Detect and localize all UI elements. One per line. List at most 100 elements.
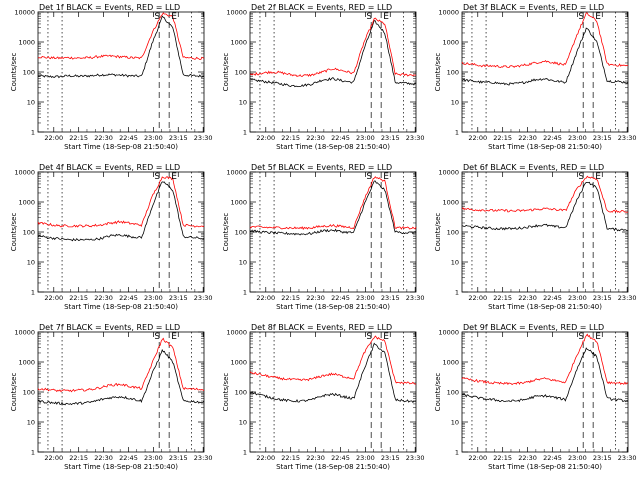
x-tick-label: 22:30	[94, 454, 113, 462]
x-tick-label: 22:30	[518, 134, 537, 142]
x-tick-label: 22:00	[44, 294, 63, 302]
x-tick-label: 22:45	[543, 134, 562, 142]
x-tick-label: 23:00	[568, 134, 587, 142]
series-line-events	[249, 342, 417, 404]
end-marker-label: E	[171, 172, 177, 182]
series-line-events	[37, 181, 205, 242]
y-tick-label: 1	[31, 449, 35, 457]
end-marker-label: E	[171, 12, 177, 22]
series-line-events	[37, 348, 205, 406]
x-tick-label: 22:00	[256, 134, 275, 142]
y-tick-label: 10	[451, 419, 459, 427]
x-tick-label: 22:15	[281, 454, 300, 462]
x-axis-label: Start Time (18-Sep-08 21:50:40)	[276, 303, 390, 311]
y-tick-label: 100	[447, 69, 459, 77]
y-tick-label: 10	[27, 419, 35, 427]
x-tick-label: 22:15	[493, 294, 512, 302]
y-tick-label: 1	[31, 289, 35, 297]
y-tick-label: 1000	[18, 359, 35, 367]
x-axis-label: Start Time (18-Sep-08 21:50:40)	[488, 303, 602, 311]
end-marker-label: E	[595, 332, 601, 342]
x-tick-label: 23:30	[406, 454, 425, 462]
x-tick-label: 23:00	[144, 294, 163, 302]
x-tick-label: 22:15	[69, 294, 88, 302]
x-tick-label: 23:15	[593, 294, 612, 302]
y-tick-label: 10000	[226, 169, 247, 177]
chart-panel-9: 1 10 100 1000 10000 22:00 22:15 22:30 22:45 23:00…	[434, 323, 637, 471]
x-tick-label: 22:15	[281, 294, 300, 302]
chart-title: Det 1f BLACK = Events, RED = LLD	[39, 3, 180, 12]
start-marker-label: S	[154, 172, 160, 182]
y-tick-label: 1000	[442, 359, 459, 367]
plot-frame	[461, 11, 629, 133]
x-tick-label: 23:00	[356, 294, 375, 302]
y-tick-label: 10	[27, 259, 35, 267]
x-tick-label: 22:45	[543, 294, 562, 302]
x-tick-label: 23:15	[169, 454, 188, 462]
chart-title: Det 2f BLACK = Events, RED = LLD	[251, 3, 392, 12]
plot-frame	[37, 331, 205, 453]
x-tick-label: 22:00	[44, 454, 63, 462]
y-axis-label: Counts/sec	[222, 53, 230, 92]
chart-title: Det 9f BLACK = Events, RED = LLD	[463, 323, 604, 332]
x-tick-label: 23:00	[144, 454, 163, 462]
x-tick-label: 23:30	[194, 294, 213, 302]
x-tick-label: 23:30	[618, 454, 637, 462]
end-marker-label: E	[171, 332, 177, 342]
end-marker-label: E	[595, 12, 601, 22]
y-tick-label: 10	[451, 259, 459, 267]
plot-frame	[37, 171, 205, 293]
series-line-events	[461, 181, 629, 232]
x-tick-label: 22:30	[94, 294, 113, 302]
x-tick-label: 22:15	[69, 454, 88, 462]
x-tick-label: 23:15	[381, 134, 400, 142]
y-tick-label: 10	[451, 99, 459, 107]
y-tick-label: 100	[23, 229, 35, 237]
x-tick-label: 23:00	[568, 294, 587, 302]
x-tick-label: 22:30	[518, 454, 537, 462]
y-tick-label: 1000	[230, 199, 247, 207]
plot-frame	[461, 331, 629, 453]
y-axis-label: Counts/sec	[434, 53, 442, 92]
chart-title: Det 4f BLACK = Events, RED = LLD	[39, 163, 180, 172]
end-marker-label: E	[595, 172, 601, 182]
series-line-lld	[461, 12, 629, 69]
x-tick-label: 23:15	[381, 454, 400, 462]
y-tick-label: 100	[235, 69, 247, 77]
y-tick-label: 1	[243, 289, 247, 297]
y-axis-label: Counts/sec	[10, 373, 18, 412]
y-tick-label: 100	[235, 389, 247, 397]
chart-panel-7: 1 10 100 1000 10000 22:00 22:15 22:30 22:45 23:00…	[10, 323, 213, 471]
y-tick-label: 1	[455, 129, 459, 137]
chart-title: Det 7f BLACK = Events, RED = LLD	[39, 323, 180, 332]
y-tick-label: 10000	[438, 329, 459, 337]
x-tick-label: 23:30	[194, 454, 213, 462]
y-tick-label: 10	[27, 99, 35, 107]
y-tick-label: 10000	[14, 169, 35, 177]
x-tick-label: 22:30	[306, 454, 325, 462]
y-axis-label: Counts/sec	[10, 53, 18, 92]
x-tick-label: 22:45	[119, 294, 138, 302]
y-tick-label: 10000	[226, 9, 247, 17]
x-tick-label: 23:15	[169, 134, 188, 142]
chart-title: Det 6f BLACK = Events, RED = LLD	[463, 163, 604, 172]
end-marker-label: E	[383, 332, 389, 342]
x-tick-label: 23:00	[356, 134, 375, 142]
chart-panel-8: 1 10 100 1000 10000 22:00 22:15 22:30 22:45 23:00…	[222, 323, 425, 471]
x-tick-label: 22:00	[44, 134, 63, 142]
series-line-events	[461, 347, 629, 403]
x-tick-label: 23:15	[593, 454, 612, 462]
y-tick-label: 1000	[230, 39, 247, 47]
x-tick-label: 23:15	[593, 134, 612, 142]
x-tick-label: 22:45	[331, 294, 350, 302]
x-tick-label: 23:30	[618, 294, 637, 302]
chart-panel-3: 1 10 100 1000 10000 22:00 22:15 22:30 22:45 23:00…	[434, 3, 637, 151]
start-marker-label: S	[154, 12, 160, 22]
chart-panel-2: 1 10 100 1000 10000 22:00 22:15 22:30 22:45 23:00…	[222, 3, 425, 151]
y-tick-label: 10	[239, 419, 247, 427]
x-tick-label: 23:00	[568, 454, 587, 462]
y-tick-label: 100	[23, 389, 35, 397]
start-marker-label: S	[154, 332, 160, 342]
y-tick-label: 100	[235, 229, 247, 237]
